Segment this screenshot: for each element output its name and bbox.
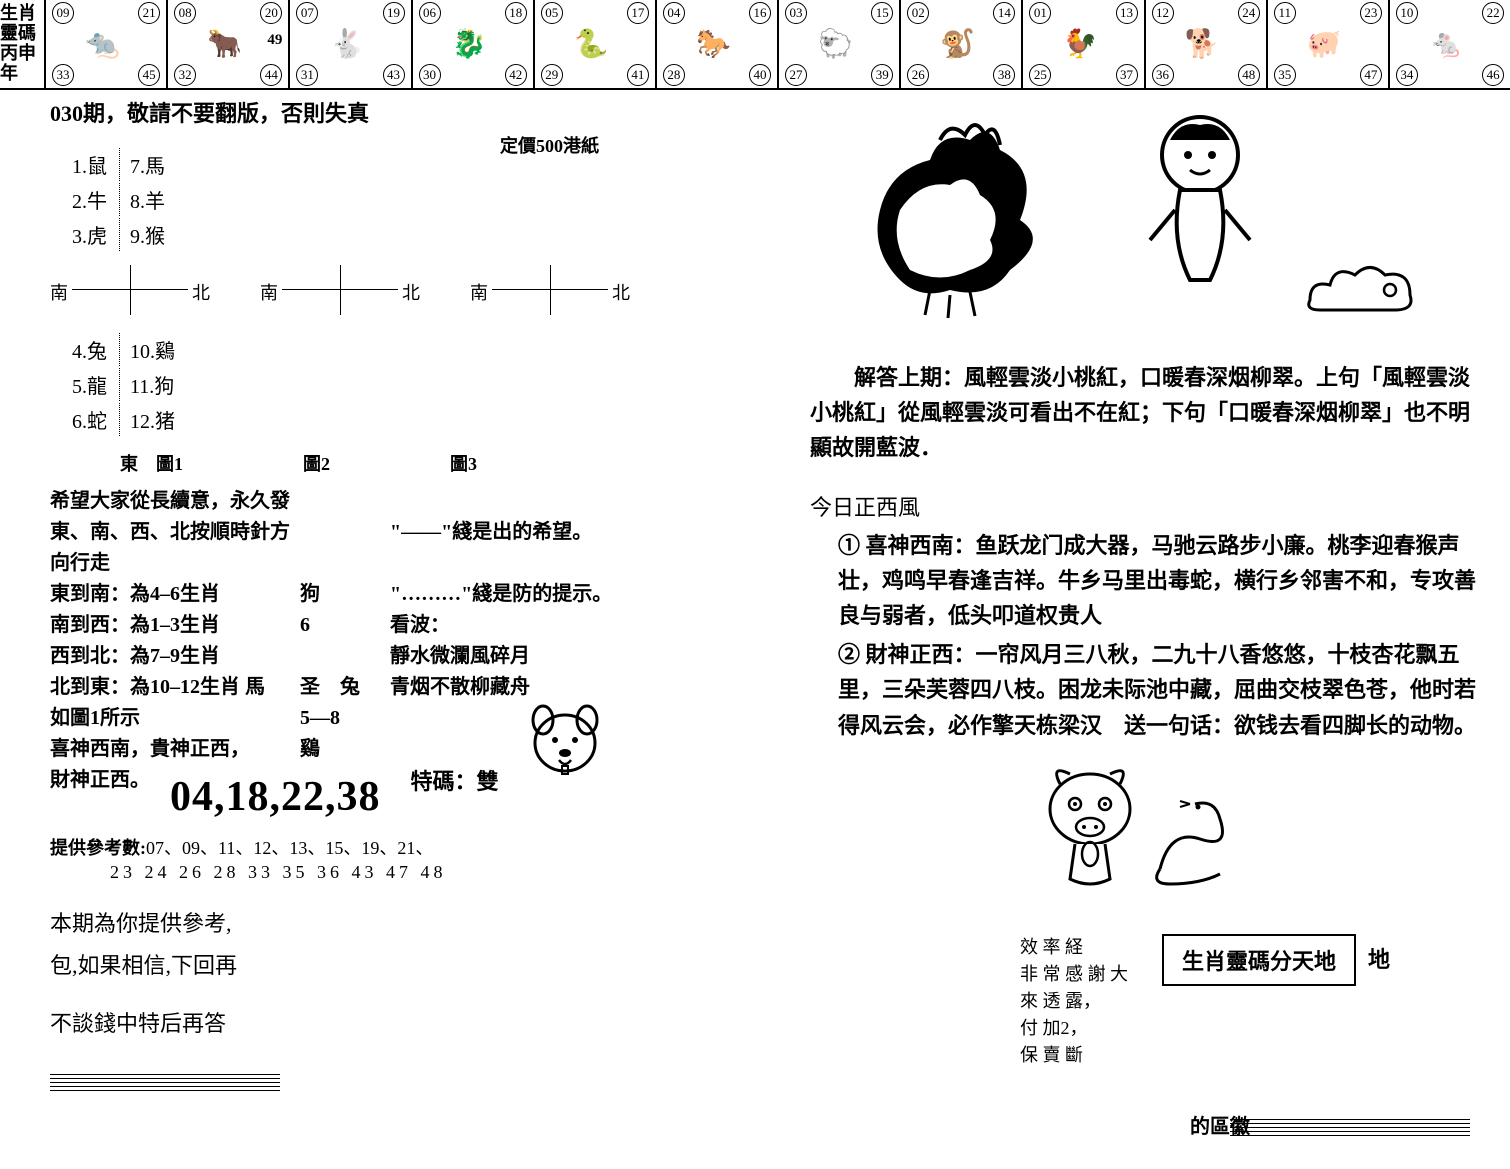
zodiac-cell: 0921 🐀 3345: [46, 0, 168, 88]
special-code: 特碼：雙: [411, 765, 499, 830]
rooster-illustration-icon: [840, 100, 1060, 320]
reference-numbers-2: 23 24 26 28 33 35 36 43 47 48: [110, 862, 760, 883]
zodiac-cell: 0315 🐑 2739: [779, 0, 901, 88]
dragon-icon: 🐉: [452, 27, 487, 61]
zodiac-cell: 0618 🐉 3042: [413, 0, 535, 88]
figure-labels: 東 圖1 圖2 圖3: [120, 450, 760, 476]
ox-icon: 🐂: [207, 27, 242, 61]
compass-row: 南北 南北 南北: [50, 265, 760, 315]
horizontal-rules-left: [50, 1074, 280, 1091]
item-1: ① 喜神西南：鱼跃龙门成大器，马驰云路步小廉。桃李迎春猴声壮，鸡鸣早春逢吉祥。牛…: [810, 528, 1480, 634]
zodiac-cell: 1022 🐁 3446: [1390, 0, 1510, 88]
di-char: 地: [1368, 942, 1390, 974]
big-numbers: 04,18,22,38: [170, 765, 381, 830]
snake-icon: 🐍: [574, 27, 609, 61]
zodiac-list-bot: 4.兔10.鷄 5.龍11.狗 6.蛇12.猪: [60, 331, 187, 438]
side-label: 生肖靈碼 丙申年: [0, 0, 46, 88]
zodiac-list-top: 1.鼠7.馬 2.牛8.羊 3.虎9.猴: [60, 146, 177, 253]
compass-2: 南北: [260, 265, 420, 315]
rooster-icon: 🐓: [1063, 27, 1098, 61]
bottom-small-text: 效 率 経 非 常 感 謝 大 來 透 露， 付 加2， 保 賣 斷: [1020, 934, 1150, 1069]
zodiac-cell: 1123 🐖 3547: [1268, 0, 1390, 88]
rat-icon: 🐀: [85, 27, 120, 61]
horizontal-rules-right: [1230, 1119, 1470, 1139]
today-wind: 今日正西風: [810, 490, 1480, 522]
goat-icon: 🐑: [818, 27, 853, 61]
zodiac-cell: 1224 🐕 3648: [1146, 0, 1268, 88]
item-2: ② 財神正西：一帘风月三八秋，二九十八香悠悠，十枝杏花飘五里，三朵芙蓉四八枝。困…: [810, 637, 1480, 743]
ox-snake-illustration: [800, 749, 1480, 904]
body-text-block: 希望大家從長續意，永久發 東、南、西、北按順時針方向行走 "——"綫是出的希望。…: [50, 486, 760, 830]
bottom-info-box: 效 率 経 非 常 感 謝 大 來 透 露， 付 加2， 保 賣 斷 生肖靈碼分…: [1020, 934, 1390, 1069]
horse-icon: 🐎: [696, 27, 731, 61]
dog-icon: 🐕: [1185, 27, 1220, 61]
mouse-icon: 🐁: [1429, 27, 1464, 61]
child-illustration-icon: [1120, 100, 1280, 300]
issue-line: 030期，敬請不要翻版，否則失真: [50, 96, 760, 128]
explain-previous: 解答上期：風輕雲淡小桃紅，口暖春深烟柳翠。上句「風輕雲淡小桃紅」從風輕雲淡可看出…: [810, 360, 1480, 466]
zodiac-cell: 0416 🐎 2840: [657, 0, 779, 88]
hope-line: 希望大家從長續意，永久發: [50, 486, 760, 517]
reference-numbers: 提供參考數:07、09、11、12、13、15、19、21、: [50, 834, 760, 860]
zodiac-cell: 0820 🐂 49 3244: [168, 0, 290, 88]
price-label: 定價500港紙: [500, 132, 599, 158]
boxed-title: 生肖靈碼分天地: [1162, 934, 1356, 986]
pig-icon: 🐖: [1307, 27, 1342, 61]
zodiac-top-strip: 生肖靈碼 丙申年 0921 🐀 3345 0820 🐂 49 3244 0719…: [0, 0, 1510, 90]
compass-3: 南北: [470, 265, 630, 315]
illustration-block: [800, 100, 1480, 350]
cartoon-dog-icon: [525, 698, 605, 802]
zodiac-cell: 0719 🐇 3143: [290, 0, 412, 88]
zodiac-cell: 0214 🐒 2638: [901, 0, 1023, 88]
zodiac-cell: 0113 🐓 2537: [1023, 0, 1145, 88]
left-column: 030期，敬請不要翻版，否則失真 定價500港紙 1.鼠7.馬 2.牛8.羊 3…: [20, 90, 780, 1094]
zodiac-cell: 0517 🐍 2941: [535, 0, 657, 88]
compass-1: 南北: [50, 265, 210, 315]
closing-para: 本期為你提供參考, 包,如果相信,下回再 不談錢中特后再答: [50, 903, 760, 1044]
monkey-icon: 🐒: [940, 27, 975, 61]
cloud-icon: [1300, 260, 1420, 335]
rabbit-icon: 🐇: [329, 27, 364, 61]
